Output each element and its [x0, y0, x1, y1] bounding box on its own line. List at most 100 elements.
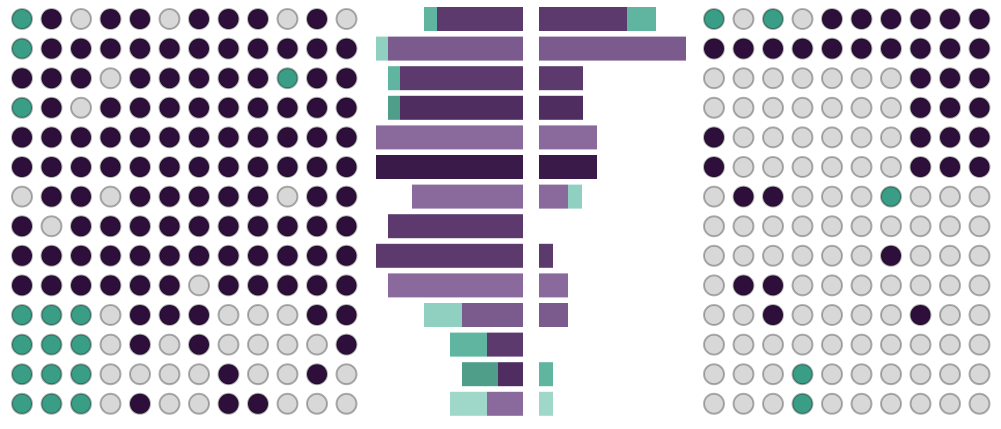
dot — [217, 333, 240, 356]
dot — [276, 37, 299, 60]
dot — [99, 185, 122, 208]
dot — [703, 8, 725, 30]
dot — [247, 67, 269, 90]
dot — [217, 215, 240, 238]
dot — [939, 185, 961, 208]
dot — [247, 185, 269, 208]
dot — [821, 392, 843, 415]
dot — [732, 185, 755, 208]
dot — [968, 156, 991, 178]
dot — [762, 333, 784, 356]
dot — [99, 333, 122, 356]
bar-segment — [539, 7, 627, 31]
dot — [909, 215, 932, 238]
dot — [276, 8, 299, 30]
dot — [11, 304, 33, 326]
dot — [335, 185, 358, 208]
bar-segment — [388, 214, 523, 239]
dot — [129, 244, 151, 267]
dot — [732, 126, 755, 149]
dot — [99, 363, 122, 386]
bar-segment — [400, 66, 523, 91]
dot — [821, 96, 843, 119]
bar-segment — [539, 36, 686, 61]
dot — [247, 156, 269, 178]
dot — [247, 8, 269, 30]
dot — [99, 304, 122, 326]
dot — [732, 8, 755, 30]
dot — [70, 96, 92, 119]
dot — [762, 244, 784, 267]
dot — [821, 185, 843, 208]
dot — [968, 126, 991, 149]
dot — [276, 185, 299, 208]
dot — [880, 67, 902, 90]
dot — [129, 392, 151, 415]
dot — [11, 37, 33, 60]
dot — [247, 363, 269, 386]
dot — [703, 126, 725, 149]
bar-segment — [539, 184, 568, 209]
dot — [276, 156, 299, 178]
dot — [762, 215, 784, 238]
dot — [217, 8, 240, 30]
dot — [11, 126, 33, 149]
dot — [129, 304, 151, 326]
dot — [703, 304, 725, 326]
dot — [821, 37, 843, 60]
dot — [791, 304, 814, 326]
bar-segment — [376, 155, 523, 179]
dot — [129, 274, 151, 297]
dot — [188, 304, 210, 326]
dot — [40, 215, 63, 238]
bar-segment — [388, 36, 523, 61]
bar-segment — [539, 273, 568, 298]
dot — [247, 37, 269, 60]
dot — [791, 37, 814, 60]
dot — [99, 126, 122, 149]
dot — [99, 96, 122, 119]
dot — [11, 67, 33, 90]
bar-segment — [498, 362, 523, 387]
bar-segment — [424, 7, 437, 31]
dot — [188, 392, 210, 415]
dot — [276, 392, 299, 415]
dot — [70, 215, 92, 238]
dot — [821, 126, 843, 149]
dot — [909, 156, 932, 178]
dot — [939, 8, 961, 30]
dot — [791, 363, 814, 386]
dot — [99, 37, 122, 60]
dot — [188, 8, 210, 30]
dot — [335, 37, 358, 60]
bar-segment — [376, 125, 523, 150]
dot — [762, 37, 784, 60]
dot — [70, 244, 92, 267]
bar-segment — [376, 243, 523, 268]
dot — [335, 156, 358, 178]
dot — [188, 215, 210, 238]
bar-segment — [627, 7, 656, 31]
dot — [247, 215, 269, 238]
dot — [217, 67, 240, 90]
dot — [703, 215, 725, 238]
bar-segment — [568, 184, 582, 209]
dot — [306, 185, 328, 208]
dot — [306, 274, 328, 297]
dot — [70, 156, 92, 178]
bar-segment — [424, 303, 462, 327]
dot — [880, 215, 902, 238]
dot — [880, 333, 902, 356]
dot — [703, 274, 725, 297]
bar-segment — [450, 332, 487, 357]
dot — [40, 37, 63, 60]
dot — [70, 67, 92, 90]
dot — [70, 185, 92, 208]
dot — [276, 215, 299, 238]
bar-segment — [462, 362, 498, 387]
dot — [850, 244, 873, 267]
dot — [158, 363, 181, 386]
dot — [247, 96, 269, 119]
dot — [968, 37, 991, 60]
dot — [762, 126, 784, 149]
